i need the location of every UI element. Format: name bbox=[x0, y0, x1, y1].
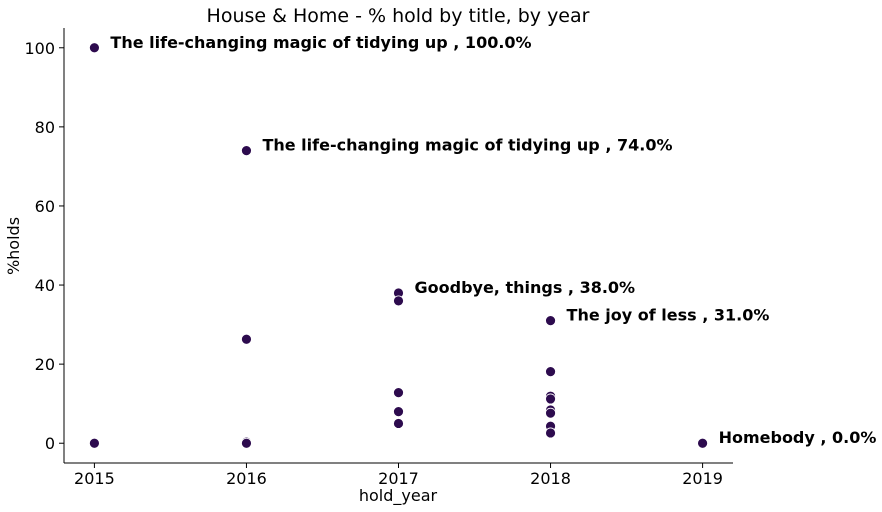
data-point bbox=[241, 145, 252, 156]
x-tick-label: 2016 bbox=[226, 469, 267, 488]
y-tick-label: 60 bbox=[35, 197, 55, 216]
x-tick-label: 2017 bbox=[378, 469, 419, 488]
point-annotation: Homebody , 0.0% bbox=[719, 428, 877, 447]
data-point bbox=[393, 295, 404, 307]
point-annotation: The life-changing magic of tidying up , … bbox=[110, 33, 531, 52]
x-tick-label: 2015 bbox=[74, 469, 115, 488]
data-point bbox=[545, 315, 556, 327]
chart-title: House & Home - % hold by title, by year bbox=[207, 5, 590, 27]
data-point bbox=[697, 437, 708, 449]
data-points bbox=[89, 42, 708, 449]
data-point bbox=[393, 387, 404, 399]
x-axis-label: hold_year bbox=[359, 486, 438, 506]
x-tick-label: 2019 bbox=[682, 469, 723, 488]
data-point bbox=[393, 406, 404, 417]
y-ticks: 0 20 40 60 80 100 bbox=[24, 39, 64, 453]
y-axis-label: %holds bbox=[4, 217, 23, 275]
data-point bbox=[545, 393, 556, 405]
x-tick-label: 2018 bbox=[530, 469, 571, 488]
data-point bbox=[241, 333, 252, 345]
data-point bbox=[89, 42, 100, 54]
y-tick-label: 20 bbox=[35, 355, 55, 374]
point-annotation: The joy of less , 31.0% bbox=[567, 306, 770, 325]
x-ticks: 2015 2016 2017 2018 2019 bbox=[74, 463, 723, 488]
data-point bbox=[89, 437, 100, 449]
data-point bbox=[545, 407, 556, 419]
point-annotation: The life-changing magic of tidying up , … bbox=[262, 136, 672, 155]
point-annotation: Goodbye, things , 38.0% bbox=[415, 278, 636, 297]
y-tick-label: 0 bbox=[45, 434, 55, 453]
annotations: The life-changing magic of tidying up , … bbox=[110, 33, 876, 447]
data-point bbox=[393, 418, 404, 429]
data-point bbox=[545, 366, 556, 378]
data-point bbox=[241, 437, 252, 449]
y-tick-label: 80 bbox=[35, 118, 55, 137]
data-point bbox=[545, 427, 556, 439]
y-tick-label: 100 bbox=[24, 39, 55, 58]
y-tick-label: 40 bbox=[35, 276, 55, 295]
